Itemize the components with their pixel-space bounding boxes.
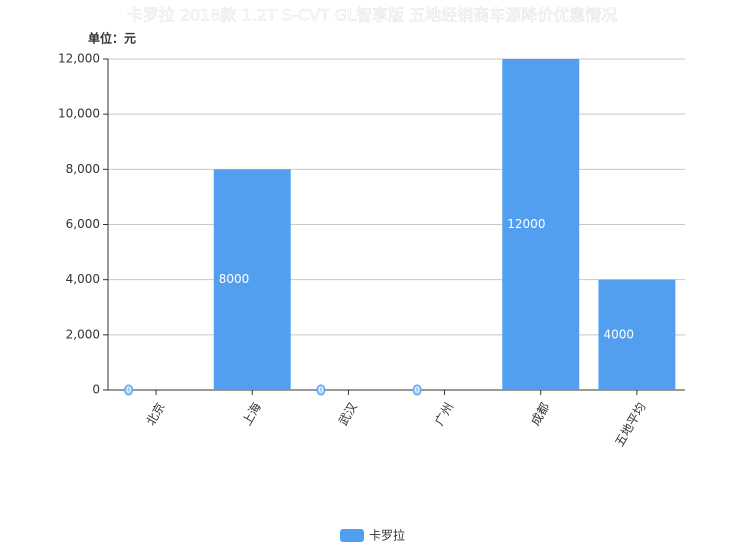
bar [598,279,676,390]
value-label: 0 [415,386,420,395]
x-tick-label: 武汉 [336,400,360,428]
x-tick-label: 成都 [528,400,552,428]
x-tick-label: 上海 [239,400,264,428]
y-tick-label: 6,000 [66,217,100,231]
y-tick-label: 10,000 [58,107,100,121]
value-label: 0 [126,386,131,395]
x-tick-label: 五地平均 [612,400,648,449]
value-label: 0 [318,386,323,395]
bar [213,169,291,390]
x-tick-label: 广州 [432,400,456,428]
x-tick-label: 北京 [144,400,168,428]
legend-swatch [340,529,364,542]
bar [502,59,580,390]
zero-marker [124,384,134,396]
value-label: 4000 [603,327,634,341]
legend-label: 卡罗拉 [369,528,405,543]
value-label: 8000 [219,272,250,286]
y-tick-label: 4,000 [66,272,100,286]
zero-marker [316,384,326,396]
value-label: 12000 [507,217,545,231]
y-tick-label: 0 [92,383,100,397]
chart-title: 卡罗拉 2018款 1.2T S-CVT GL智享版 五地经销商车源降价优惠情况 [127,6,618,25]
y-axis-label: 单位：元 [88,31,136,46]
zero-marker [412,384,422,396]
y-tick-label: 8,000 [66,162,100,176]
y-tick-label: 2,000 [66,327,100,341]
y-tick-label: 12,000 [58,52,100,66]
